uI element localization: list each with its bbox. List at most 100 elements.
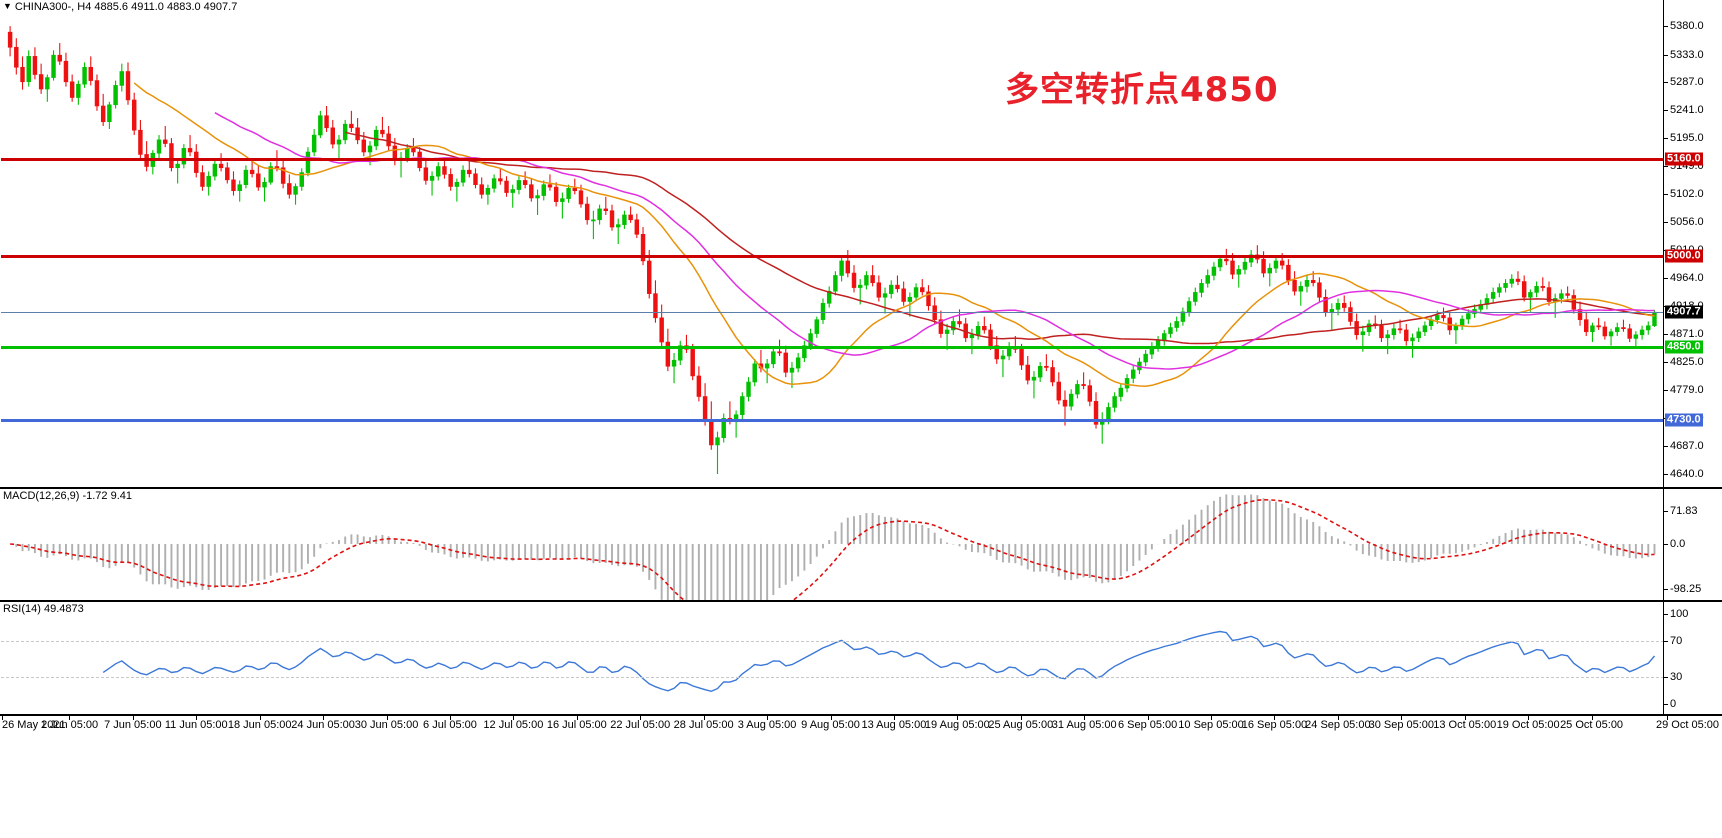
rsi-series-canvas xyxy=(102,630,1656,693)
time-tick-15: 19 Aug 05:00 xyxy=(924,719,990,731)
price-tick-5380-0: 5380.0 xyxy=(1664,20,1704,33)
time-tick-16: 25 Aug 05:00 xyxy=(988,719,1054,731)
rsi-header: RSI(14) 49.4873 xyxy=(3,603,84,615)
rsi-tick-0: 0 xyxy=(1663,698,1677,710)
time-tick-mark-10 xyxy=(640,716,642,720)
price-tick-5195-0: 5195.0 xyxy=(1664,132,1704,145)
time-tick-0: 26 May 2021 xyxy=(2,719,66,731)
time-axis[interactable]: 26 May 2021 1 Jun 05:00 7 Jun 05:00 11 Jun … xyxy=(0,715,1722,838)
time-tick-14: 13 Aug 05:00 xyxy=(861,719,927,731)
macd-header: MACD(12,26,9) -1.72 9.41 xyxy=(3,490,133,502)
time-tick-23: 13 Oct 05:00 xyxy=(1433,719,1497,731)
time-tick-mark-6 xyxy=(386,716,388,720)
time-tick-2: 7 Jun 05:00 xyxy=(104,719,162,731)
rsi-axis: 100 70 30 0 xyxy=(1663,602,1722,714)
time-tick-6: 30 Jun 05:00 xyxy=(354,719,419,731)
time-tick-7: 6 Jul 05:00 xyxy=(423,719,477,731)
time-tick-9: 16 Jul 05:00 xyxy=(546,719,607,731)
rsi-plot-area[interactable] xyxy=(1,602,1664,714)
time-tick-21: 24 Sep 05:00 xyxy=(1305,719,1371,731)
time-tick-mark-8 xyxy=(513,716,515,720)
time-tick-mark-13 xyxy=(830,716,832,720)
time-tick-mark-26 xyxy=(1667,716,1668,720)
time-tick-19: 10 Sep 05:00 xyxy=(1178,719,1244,731)
rsi-tick-100: 100 xyxy=(1663,608,1689,620)
price-tick-4871-0: 4871.0 xyxy=(1664,328,1704,341)
time-tick-3: 11 Jun 05:00 xyxy=(164,719,228,731)
rsi-band-30 xyxy=(1,677,1663,678)
rsi-band-70 xyxy=(1,641,1663,642)
time-tick-mark-21 xyxy=(1337,716,1339,720)
last-price-4907-axis-label[interactable]: 4907.7 xyxy=(1665,305,1703,319)
chart-annotation-text: 多空转折点4850 xyxy=(1005,70,1279,110)
time-tick-24: 19 Oct 05:00 xyxy=(1496,719,1560,731)
time-tick-26: 29 Oct 05:00 xyxy=(1656,719,1719,731)
time-tick-12: 3 Aug 05:00 xyxy=(737,719,797,731)
price-tick-5287-0: 5287.0 xyxy=(1664,76,1704,89)
macd-tick-2: -98.25 xyxy=(1663,582,1702,595)
time-tick-mark-22 xyxy=(1401,716,1403,720)
time-tick-17: 31 Aug 05:00 xyxy=(1051,719,1117,731)
price-panel: ▼ CHINA300-, H4 4885.6 4911.0 4883.0 4907… xyxy=(0,0,1722,488)
macd-tick-1: 0.0 xyxy=(1663,537,1686,550)
time-tick-mark-16 xyxy=(1020,716,1022,720)
level-5160[interactable] xyxy=(1,158,1663,162)
macd-series-canvas xyxy=(10,494,1656,600)
price-tick-4964-0: 4964.0 xyxy=(1664,271,1704,284)
time-tick-mark-9 xyxy=(576,716,578,720)
chart-symbol-header[interactable]: ▼ CHINA300-, H4 4885.6 4911.0 4883.0 4907… xyxy=(3,1,237,13)
time-tick-10: 22 Jul 05:00 xyxy=(610,719,671,731)
time-tick-4: 18 Jun 05:00 xyxy=(227,719,292,731)
time-tick-mark-23 xyxy=(1464,716,1466,720)
time-tick-11: 28 Jul 05:00 xyxy=(673,719,734,731)
price-tick-4687-0: 4687.0 xyxy=(1664,439,1704,452)
price-tick-4825-0: 4825.0 xyxy=(1664,356,1704,369)
time-tick-mark-0 xyxy=(2,716,3,720)
price-axis[interactable]: 5380.0 5333.0 5287.0 5241.0 5195.0 5149.0 5102… xyxy=(1664,0,1722,487)
time-tick-mark-25 xyxy=(1591,716,1593,720)
time-tick-5: 24 Jun 05:00 xyxy=(291,719,355,731)
price-tick-5056-0: 5056.0 xyxy=(1664,216,1704,229)
time-tick-13: 9 Aug 05:00 xyxy=(801,719,860,731)
time-tick-mark-2 xyxy=(132,716,134,720)
level-4730[interactable] xyxy=(1,418,1663,422)
rsi-panel: RSI(14) 49.4873 100 70 30 0 xyxy=(0,601,1722,715)
time-tick-mark-17 xyxy=(1084,716,1086,720)
macd-tick-0: 71.83 xyxy=(1664,505,1698,518)
time-tick-mark-11 xyxy=(703,716,705,720)
level-5000[interactable] xyxy=(1,255,1663,259)
macd-panel: MACD(12,26,9) -1.72 9.41 71.83 0.0 -98.25 xyxy=(0,488,1722,601)
collapse-caret-icon[interactable]: ▼ xyxy=(3,1,12,11)
time-tick-18: 6 Sep 05:00 xyxy=(1117,719,1178,731)
level-4850[interactable] xyxy=(1,345,1663,349)
time-tick-mark-18 xyxy=(1147,716,1149,720)
support-4730-axis-label[interactable]: 4730.0 xyxy=(1665,413,1703,427)
time-tick-8: 12 Jul 05:00 xyxy=(483,719,544,731)
price-tick-5102-0: 5102.0 xyxy=(1664,188,1704,201)
time-tick-mark-20 xyxy=(1274,716,1276,720)
time-tick-mark-15 xyxy=(957,716,959,720)
price-series-canvas xyxy=(7,26,1657,474)
price-plot-area[interactable] xyxy=(1,0,1664,487)
time-tick-mark-4 xyxy=(259,716,261,720)
resistance-5160-axis-label[interactable]: 5160.0 xyxy=(1665,152,1703,166)
time-tick-mark-7 xyxy=(449,716,451,720)
pivot-4850-axis-label[interactable]: 4850.0 xyxy=(1665,340,1703,354)
time-tick-25: 25 Oct 05:00 xyxy=(1560,719,1624,731)
time-tick-mark-3 xyxy=(196,716,198,720)
level-4907[interactable] xyxy=(1,311,1663,313)
price-tick-5333-0: 5333.0 xyxy=(1664,48,1704,61)
time-tick-20: 16 Sep 05:00 xyxy=(1241,719,1308,731)
price-tick-5241-0: 5241.0 xyxy=(1664,104,1704,117)
macd-axis: 71.83 0.0 -98.25 xyxy=(1663,489,1722,600)
time-tick-mark-24 xyxy=(1528,716,1530,720)
resistance-5000-axis-label[interactable]: 5000.0 xyxy=(1665,249,1703,263)
time-tick-mark-1 xyxy=(69,716,71,720)
time-tick-mark-5 xyxy=(323,716,325,720)
price-tick-4779-0: 4779.0 xyxy=(1664,383,1704,396)
time-tick-mark-19 xyxy=(1211,716,1213,720)
symbol-ohlc-text: CHINA300-, H4 4885.6 4911.0 4883.0 4907.… xyxy=(14,1,238,13)
macd-plot-area[interactable] xyxy=(1,489,1664,600)
rsi-tick-70: 70 xyxy=(1663,635,1683,647)
